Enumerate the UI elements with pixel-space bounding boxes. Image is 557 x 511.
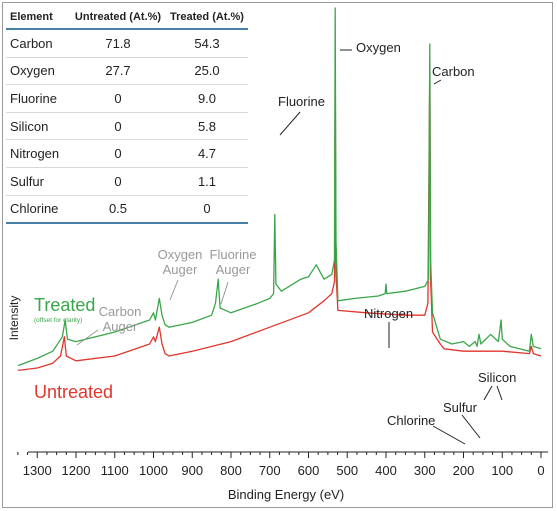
cell-element: Fluorine	[10, 90, 57, 106]
table-row: Oxygen 27.7 25.0	[6, 58, 248, 86]
table-header: Element Untreated (At.%) Treated (At.%)	[6, 6, 248, 30]
annotation-silicon: Silicon	[478, 370, 516, 401]
label-fluorine-auger: Fluorine Auger	[210, 247, 257, 277]
label-carbon-auger: Carbon Auger	[99, 304, 142, 334]
auger-label-line: Fluorine	[210, 247, 257, 262]
annotation-chlorine: Chlorine	[387, 413, 466, 445]
cell-element: Silicon	[10, 118, 49, 134]
auger-label-line: Auger	[216, 262, 251, 277]
cell-untreated: 0	[114, 146, 122, 162]
annotation-oxygen: Oxygen	[340, 40, 401, 55]
annotation-carbon: Carbon	[432, 64, 475, 85]
leader-line	[76, 329, 99, 346]
x-tick-label: 1000	[139, 463, 168, 478]
series-line-treated	[17, 7, 542, 367]
table-row: Silicon 0 5.8	[6, 113, 248, 141]
cell-untreated: 0	[114, 118, 122, 134]
x-tick-label: 400	[375, 463, 397, 478]
cell-treated: 1.1	[197, 173, 217, 189]
legend-treated: Treated	[34, 295, 95, 315]
cell-element: Carbon	[10, 35, 53, 51]
table-row: Carbon 71.8 54.3	[6, 30, 248, 58]
annotation-oxygen-auger: Oxygen Auger	[158, 247, 203, 301]
x-axis: 1300 1200 1100 1000 900 800 700 600 500 400 300 200…	[17, 451, 548, 478]
leader-line	[461, 414, 481, 439]
cell-untreated: 0	[114, 90, 122, 106]
label-oxygen: Oxygen	[356, 40, 401, 55]
annotations: Oxygen Carbon Fluorine Nitrogen Silicon …	[76, 40, 516, 445]
x-tick-label: 200	[453, 463, 475, 478]
leader-line	[432, 425, 466, 445]
legend-untreated: Untreated	[34, 382, 113, 402]
cell-untreated: 0.5	[108, 201, 128, 217]
header-element: Element	[10, 11, 53, 23]
annotation-fluorine-auger: Fluorine Auger	[210, 247, 257, 305]
x-tick-label: 100	[491, 463, 513, 478]
leader-line	[169, 279, 179, 301]
x-tick-label: 900	[181, 463, 203, 478]
header-untreated: Untreated (At.%)	[74, 11, 162, 23]
auger-label-line: Carbon	[99, 304, 142, 319]
table-row: Sulfur 0 1.1	[6, 168, 248, 196]
x-tick-label: 600	[298, 463, 320, 478]
x-tick-label: 1100	[101, 463, 129, 478]
header-treated: Treated (At.%)	[170, 11, 244, 23]
x-tick-label: 0	[537, 463, 544, 478]
x-tick-label: 1200	[62, 463, 91, 478]
cell-treated: 54.3	[194, 35, 220, 51]
series-layer	[17, 7, 542, 372]
cell-element: Nitrogen	[10, 146, 60, 162]
cell-untreated: 27.7	[105, 63, 131, 79]
cell-treated: 5.8	[197, 118, 217, 134]
auger-label-line: Auger	[103, 319, 138, 334]
auger-label-line: Auger	[163, 262, 198, 277]
annotation-sulfur: Sulfur	[443, 400, 481, 439]
leader-line	[483, 385, 493, 401]
cell-element: Chlorine	[10, 201, 59, 217]
table-row: Chlorine 0.5 0	[6, 196, 248, 225]
annotation-carbon-auger: Carbon Auger	[76, 304, 142, 346]
cell-untreated: 71.8	[105, 35, 131, 51]
x-axis-label: Binding Energy (eV)	[228, 487, 344, 502]
leader-line	[279, 111, 301, 136]
leader-line	[220, 281, 229, 305]
composition-table: Element Untreated (At.%) Treated (At.%) …	[6, 6, 248, 225]
label-oxygen-auger: Oxygen Auger	[158, 247, 203, 277]
cell-treated: 4.7	[197, 146, 217, 162]
figure-frame	[2, 2, 553, 508]
x-tick-label: 500	[336, 463, 358, 478]
x-tick-label: 800	[220, 463, 242, 478]
label-chlorine: Chlorine	[387, 413, 435, 428]
leader-line	[433, 79, 442, 85]
label-fluorine: Fluorine	[278, 94, 325, 109]
x-tick-label: 1300	[23, 463, 52, 478]
cell-treated: 0	[203, 201, 211, 217]
x-tick-label: 700	[259, 463, 281, 478]
x-tick-label: 300	[414, 463, 436, 478]
y-axis-label: Intensity	[7, 296, 21, 341]
table-row: Nitrogen 0 4.7	[6, 140, 248, 168]
cell-untreated: 0	[114, 173, 122, 189]
legend-treated-note: (offset for clarity)	[34, 317, 82, 324]
cell-treated: 9.0	[197, 90, 217, 106]
annotation-nitrogen: Nitrogen	[364, 306, 413, 348]
label-sulfur: Sulfur	[443, 400, 478, 415]
label-silicon: Silicon	[478, 370, 516, 385]
auger-label-line: Oxygen	[158, 247, 203, 262]
table-row: Fluorine 0 9.0	[6, 85, 248, 113]
label-carbon: Carbon	[432, 64, 475, 79]
cell-treated: 25.0	[194, 63, 220, 79]
cell-element: Oxygen	[10, 63, 55, 79]
series-line-untreated	[17, 62, 542, 372]
label-nitrogen: Nitrogen	[364, 306, 413, 321]
annotation-fluorine: Fluorine	[278, 94, 325, 136]
leader-line	[496, 385, 503, 401]
cell-element: Sulfur	[10, 173, 44, 189]
